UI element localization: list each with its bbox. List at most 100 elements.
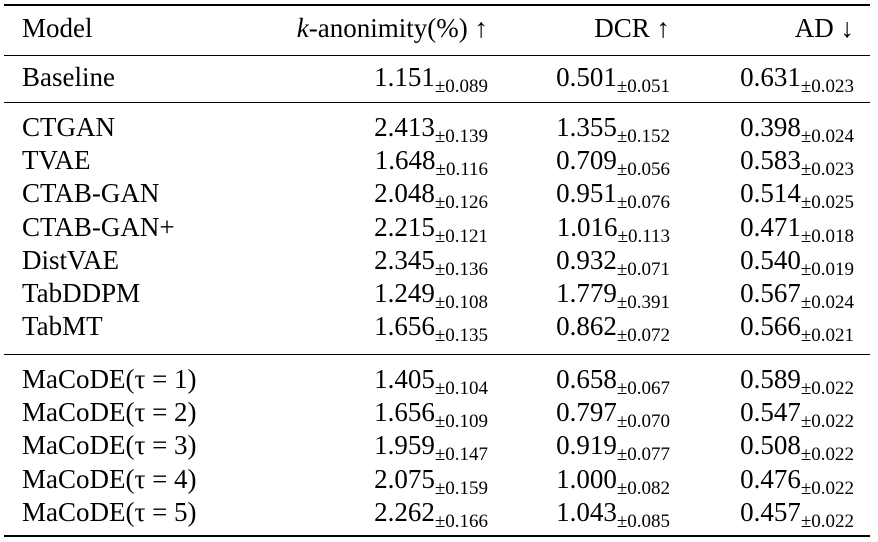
top-rule (4, 4, 870, 6)
k-cell: 1.648±0.116 (375, 145, 488, 181)
k-value: 1.151 (374, 62, 435, 92)
ad-cell: 0.476±0.022 (740, 464, 854, 499)
k-value: 1.249 (374, 278, 435, 308)
group-rule-1 (4, 102, 870, 103)
ad-cell: 0.566±0.021 (740, 311, 854, 347)
ad-std: ±0.023 (800, 76, 854, 97)
dcr-cell: 0.658±0.067 (556, 364, 670, 399)
header-ad-label: AD (794, 13, 834, 43)
k-cell: 1.656±0.135 (374, 311, 488, 346)
dcr-value: 1.000 (556, 463, 617, 494)
ad-value: 0.583 (740, 145, 801, 176)
k-std: ±0.116 (435, 159, 488, 181)
k-value: 2.262 (374, 496, 435, 527)
k-cell: 1.151±0.089 (374, 62, 488, 97)
k-value: 1.959 (374, 430, 435, 461)
dcr-std: ±0.082 (616, 477, 670, 499)
header-k-arrow: ↑ (474, 13, 489, 43)
ad-value: 0.566 (740, 311, 801, 342)
ad-std: ±0.024 (800, 292, 854, 313)
dcr-std: ±0.056 (616, 159, 670, 181)
dcr-value: 1.043 (556, 496, 617, 527)
ad-std: ±0.024 (800, 126, 854, 147)
dcr-std: ±0.071 (616, 258, 670, 280)
k-cell: 2.048±0.126 (374, 178, 488, 214)
dcr-cell: 0.932±0.071 (556, 245, 670, 280)
k-std: ±0.166 (434, 510, 488, 532)
model-name: TabDDPM (22, 278, 141, 308)
ad-value: 0.631 (740, 62, 801, 92)
dcr-cell: 0.709±0.056 (556, 145, 670, 181)
ad-cell: 0.514±0.025 (740, 178, 854, 213)
ad-std: ±0.019 (800, 258, 854, 280)
header-ad-arrow: ↓ (840, 13, 855, 43)
ad-std: ±0.022 (800, 378, 854, 399)
dcr-cell: 1.355±0.152 (556, 112, 670, 147)
k-std: ±0.121 (434, 225, 488, 247)
k-value: 1.656 (374, 311, 435, 342)
model-name: Baseline (22, 62, 115, 92)
ad-std: ±0.022 (800, 510, 854, 532)
ad-std: ±0.022 (800, 477, 854, 499)
k-std: ±0.126 (434, 192, 488, 214)
ad-value: 0.508 (740, 430, 801, 461)
dcr-std: ±0.391 (616, 292, 670, 313)
dcr-cell: 0.862±0.072 (556, 311, 670, 346)
dcr-std: ±0.067 (616, 378, 670, 399)
ad-std: ±0.023 (800, 159, 854, 181)
k-std: ±0.089 (434, 76, 488, 97)
model-name: DistVAE (22, 244, 120, 275)
ad-std: ±0.022 (800, 411, 854, 433)
ad-cell: 0.589±0.022 (740, 364, 854, 399)
dcr-value: 0.501 (556, 62, 617, 92)
model-name: CTAB-GAN (22, 178, 160, 209)
dcr-std: ±0.077 (616, 444, 670, 466)
ad-value: 0.567 (740, 278, 801, 308)
ad-cell: 0.631±0.023 (740, 62, 854, 97)
k-std: ±0.136 (434, 258, 488, 280)
header-dcr-label: DCR (594, 13, 650, 43)
model-name: TabMT (22, 311, 103, 342)
header-rule (4, 55, 870, 56)
model-name: MaCoDE(τ = 5) (22, 496, 197, 527)
k-value: 1.405 (374, 364, 435, 394)
k-std: ±0.159 (434, 477, 488, 499)
dcr-cell: 0.797±0.070 (556, 397, 670, 433)
ad-value: 0.457 (740, 496, 801, 527)
ad-cell: 0.567±0.024 (740, 278, 854, 313)
k-std: ±0.104 (434, 378, 488, 399)
k-cell: 1.656±0.109 (374, 397, 488, 432)
dcr-cell: 0.501±0.051 (556, 62, 670, 97)
ad-cell: 0.547±0.022 (740, 397, 854, 433)
k-cell: 1.405±0.104 (374, 364, 488, 399)
dcr-value: 0.862 (556, 311, 617, 342)
header-k-label: -anonimity(%) (308, 13, 468, 43)
dcr-value: 0.709 (556, 145, 617, 176)
ad-cell: 0.457±0.022 (740, 496, 854, 532)
k-value: 1.656 (374, 397, 435, 428)
header-dcr: DCR ↑ (594, 13, 670, 43)
dcr-std: ±0.070 (616, 411, 670, 433)
model-name: TVAE (22, 145, 91, 176)
ad-cell: 0.508±0.022 (740, 430, 854, 466)
dcr-value: 0.919 (556, 430, 617, 461)
ad-std: ±0.022 (800, 444, 854, 466)
ad-cell: 0.471±0.018 (740, 212, 854, 247)
ad-value: 0.589 (740, 364, 801, 394)
model-name: MaCoDE(τ = 4) (22, 463, 197, 494)
k-value: 2.075 (374, 463, 435, 494)
ad-std: ±0.021 (800, 325, 854, 347)
ad-value: 0.547 (740, 397, 801, 428)
dcr-value: 0.658 (556, 364, 617, 394)
k-cell: 2.075±0.159 (374, 463, 488, 499)
header-k-symbol: k (296, 13, 309, 43)
k-value: 2.413 (374, 112, 435, 142)
k-cell: 1.249±0.108 (374, 278, 488, 313)
model-name: MaCoDE(τ = 3) (22, 430, 197, 461)
header-k-anonimity: k-anonimity(%) ↑ (297, 13, 488, 43)
dcr-std: ±0.085 (616, 510, 670, 532)
bottom-rule (4, 535, 870, 537)
dcr-value: 1.355 (556, 112, 617, 142)
group-rule-2 (4, 354, 870, 355)
ad-cell: 0.583±0.023 (740, 145, 854, 181)
